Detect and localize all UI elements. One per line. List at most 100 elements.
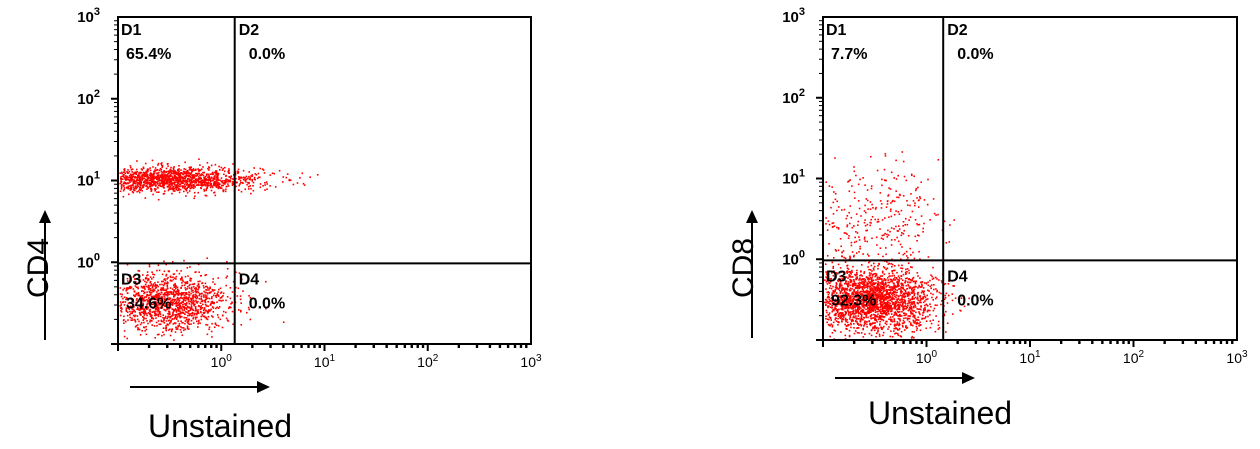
data-point (861, 264, 863, 266)
data-point (862, 281, 864, 283)
data-point (160, 296, 163, 298)
data-point (213, 292, 216, 295)
data-point (139, 280, 142, 282)
data-point (839, 297, 842, 299)
data-point (138, 172, 140, 175)
data-point (902, 295, 904, 298)
data-point (915, 329, 918, 332)
data-point (156, 302, 159, 304)
data-point (245, 178, 248, 181)
data-point (158, 269, 161, 272)
data-point (161, 307, 164, 309)
data-point (163, 270, 166, 273)
data-point (185, 181, 187, 184)
data-point (870, 334, 873, 337)
data-point (136, 318, 139, 321)
data-point (171, 184, 173, 186)
data-point (881, 178, 883, 181)
data-point (952, 313, 954, 315)
data-point (883, 298, 885, 301)
data-point (897, 298, 900, 300)
data-point (925, 298, 927, 301)
data-point (214, 174, 216, 177)
data-point (169, 181, 172, 184)
data-point (217, 182, 220, 184)
data-point (211, 315, 213, 317)
data-point (157, 264, 160, 267)
data-point (131, 311, 134, 313)
data-point (216, 293, 219, 295)
data-point (874, 289, 877, 292)
data-point (185, 317, 188, 319)
data-point (861, 311, 864, 314)
data-point (845, 291, 848, 294)
data-point (828, 287, 831, 289)
data-point (868, 272, 871, 274)
data-point (869, 324, 872, 327)
data-point (188, 287, 191, 289)
data-point (870, 272, 872, 275)
data-point (880, 302, 882, 305)
scatter-points (119, 158, 319, 341)
data-point (150, 180, 153, 183)
data-point (123, 171, 125, 173)
data-point (915, 280, 918, 282)
data-point (245, 181, 247, 183)
data-point (908, 291, 910, 293)
data-point (880, 287, 883, 289)
data-point (898, 322, 900, 325)
data-point (222, 295, 224, 297)
data-point (839, 299, 841, 301)
data-point (163, 302, 165, 305)
data-point (142, 297, 145, 300)
data-point (902, 233, 905, 235)
data-point (169, 297, 172, 299)
data-point (899, 243, 902, 246)
data-point (145, 172, 147, 174)
data-point (190, 168, 192, 171)
data-point (132, 179, 134, 181)
data-point (120, 309, 122, 312)
data-point (120, 176, 122, 178)
data-point (152, 193, 154, 196)
data-point (840, 302, 843, 304)
data-point (883, 312, 885, 315)
data-point (851, 284, 853, 286)
data-point (162, 180, 165, 183)
data-point (126, 177, 128, 179)
data-point (875, 327, 877, 330)
data-point (156, 169, 158, 171)
data-point (886, 293, 888, 295)
data-point (165, 182, 168, 184)
data-point (895, 190, 897, 192)
data-point (926, 304, 929, 307)
data-point (160, 163, 162, 165)
data-point (872, 327, 874, 330)
data-point (838, 284, 841, 287)
data-point (139, 189, 142, 192)
data-point (840, 245, 842, 248)
data-point (130, 319, 132, 321)
data-point (182, 304, 184, 306)
data-point (225, 174, 228, 177)
data-point (899, 294, 902, 297)
data-point (936, 290, 938, 293)
data-point (200, 305, 203, 307)
data-point (182, 327, 185, 329)
data-point (153, 273, 156, 276)
data-point (186, 182, 189, 185)
data-point (185, 293, 187, 295)
data-point (143, 326, 146, 329)
data-point (205, 289, 207, 291)
data-point (827, 291, 829, 293)
data-point (185, 195, 187, 197)
data-point (906, 326, 909, 329)
data-point (865, 198, 868, 200)
data-point (884, 302, 887, 305)
data-point (207, 305, 209, 308)
data-point (857, 303, 859, 305)
data-point (191, 314, 194, 316)
data-point (927, 298, 929, 300)
